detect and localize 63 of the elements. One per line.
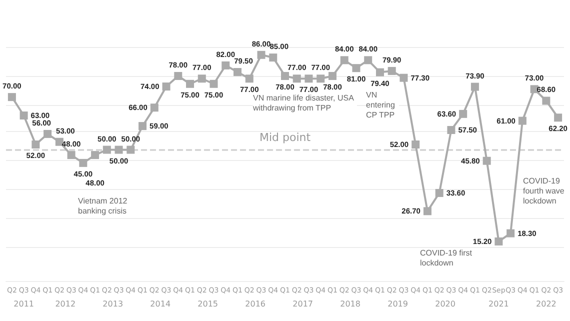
point xyxy=(79,158,88,167)
annotation: Vietnam 2012 banking crisis xyxy=(78,196,130,216)
point xyxy=(32,140,40,148)
point xyxy=(482,156,491,165)
text: 2014 xyxy=(150,300,171,308)
text: COVID-19 first lockdown xyxy=(420,248,474,268)
ref-line-label: Mid point xyxy=(259,130,312,144)
annotation: VN entering CP TPP xyxy=(366,90,398,120)
point xyxy=(292,74,301,83)
annotation: VN marine life disaster, USA withdrawing from TPP xyxy=(252,94,356,112)
point xyxy=(352,64,360,72)
point xyxy=(126,146,135,154)
point xyxy=(281,72,289,80)
text: 2016 xyxy=(245,300,266,308)
point xyxy=(412,140,420,148)
point xyxy=(150,104,158,112)
text: 2022 xyxy=(536,300,556,308)
point xyxy=(234,68,242,76)
point xyxy=(400,74,408,82)
text: 2015 xyxy=(198,300,218,308)
point xyxy=(340,56,348,64)
point xyxy=(470,82,479,91)
text: 2020 xyxy=(435,300,456,308)
point xyxy=(388,66,396,75)
annotation: COVID-19 fourth wave lockdown xyxy=(523,176,567,206)
point xyxy=(269,54,278,62)
point xyxy=(114,146,123,154)
point xyxy=(210,80,218,88)
point xyxy=(364,56,372,64)
point xyxy=(138,122,147,130)
text: 2011 xyxy=(14,300,34,308)
point xyxy=(459,110,468,118)
point xyxy=(542,96,550,105)
point xyxy=(198,74,206,83)
text: 2018 xyxy=(340,300,360,308)
point xyxy=(518,116,526,125)
text: 2013 xyxy=(102,300,124,308)
point xyxy=(44,130,52,138)
point xyxy=(447,126,456,134)
text: 2019 xyxy=(388,300,408,308)
text: 2021 xyxy=(488,300,509,308)
point xyxy=(423,207,432,216)
point xyxy=(67,151,76,160)
point xyxy=(245,74,254,83)
point xyxy=(20,112,28,120)
point xyxy=(162,82,170,91)
point xyxy=(174,72,182,80)
point xyxy=(316,74,325,83)
text: 2017 xyxy=(292,300,313,308)
point xyxy=(494,237,503,246)
point xyxy=(435,188,444,197)
point xyxy=(102,146,111,154)
point xyxy=(91,151,100,160)
point xyxy=(8,93,16,102)
point xyxy=(554,114,562,122)
point xyxy=(376,68,384,76)
point xyxy=(304,74,313,83)
point xyxy=(222,61,230,70)
point xyxy=(186,80,194,88)
point xyxy=(506,229,515,238)
point xyxy=(328,72,336,80)
text: 2012 xyxy=(55,300,76,308)
point xyxy=(257,50,266,59)
